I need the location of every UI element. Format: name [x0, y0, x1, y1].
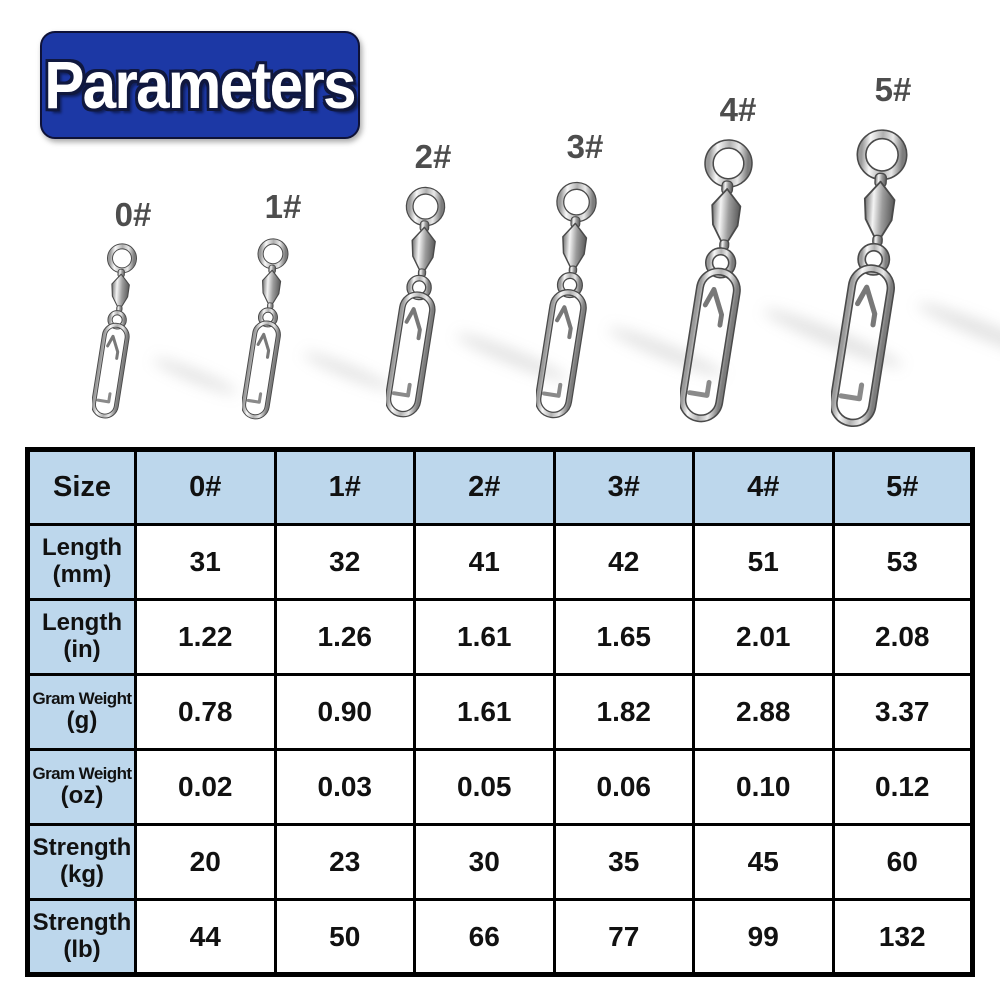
row-label-line2: (mm)	[52, 561, 112, 588]
table-cell: 1.82	[552, 673, 695, 751]
product-shadow	[151, 353, 239, 399]
product-size-label-1: 1#	[264, 188, 302, 225]
row-label-line1: Length	[42, 609, 122, 637]
row-label-strength-kg: Strength (kg)	[26, 823, 137, 901]
table-cell: 30	[413, 823, 556, 901]
table-cell: 1.26	[273, 598, 416, 676]
row-label-line1: Strength	[32, 834, 132, 862]
table-cell: 0.03	[273, 748, 416, 826]
row-label-line2: (oz)	[60, 782, 104, 810]
table-cell: 45	[692, 823, 835, 901]
table-cell: 0.05	[413, 748, 556, 826]
table-row-length-mm: Length (mm) 31 32 41 42 51 53	[26, 523, 974, 601]
table-cell: 53	[831, 523, 974, 601]
table-cell: 44	[134, 898, 277, 976]
row-label-weight-oz: Gram Weight (oz)	[26, 748, 137, 826]
table-cell: 2.01	[692, 598, 835, 676]
table-cell: 31	[134, 523, 277, 601]
row-label-line1: Strength	[32, 908, 132, 936]
table-cell: 35	[552, 823, 695, 901]
table-cell: 0.10	[692, 748, 835, 826]
table-cell: 66	[413, 898, 556, 976]
product-size-label-4: 4#	[719, 91, 757, 128]
product-size-label-3: 3#	[566, 128, 604, 165]
row-label-strength-lb: Strength (lb)	[26, 898, 137, 976]
table-row-length-in: Length (in) 1.22 1.26 1.61 1.65 2.01 2.0…	[26, 598, 974, 676]
table-cell: 42	[552, 523, 695, 601]
table-cell: 2.08	[831, 598, 974, 676]
product-shadow	[301, 347, 394, 395]
table-cell: 1.61	[413, 673, 556, 751]
table-cell: 41	[413, 523, 556, 601]
row-label-length-mm: Length (mm)	[26, 523, 137, 601]
table-cell: 1.61	[413, 598, 556, 676]
table-cell: 3.37	[831, 673, 974, 751]
table-header-5: 5#	[831, 448, 974, 526]
table-row-strength-lb: Strength (lb) 44 50 66 77 99 132	[26, 898, 974, 976]
row-label-line2: (in)	[63, 636, 101, 663]
table-row-strength-kg: Strength (kg) 20 23 30 35 45 60	[26, 823, 974, 901]
product-size-label-0: 0#	[114, 196, 152, 233]
swivel-snap-image-5	[831, 127, 933, 433]
row-label-line1: Gram Weight	[32, 764, 132, 784]
row-label-line1: Gram Weight	[32, 689, 132, 709]
table-cell: 50	[273, 898, 416, 976]
table-row-weight-oz: Gram Weight (oz) 0.02 0.03 0.05 0.06 0.1…	[26, 748, 974, 826]
table-cell: 0.06	[552, 748, 695, 826]
spec-table: Size 0# 1# 2# 3# 4# 5# Length (mm) 31 32…	[25, 447, 975, 977]
swivel-snap-image-0	[92, 242, 152, 422]
row-label-line1: Length	[42, 534, 122, 562]
table-cell: 0.90	[273, 673, 416, 751]
table-cell: 0.78	[134, 673, 277, 751]
table-header-1: 1#	[273, 448, 416, 526]
parameters-title: Parameters	[44, 47, 357, 123]
product-size-label-2: 2#	[414, 138, 452, 175]
table-cell: 20	[134, 823, 277, 901]
table-cell: 2.88	[692, 673, 835, 751]
table-cell: 60	[831, 823, 974, 901]
table-header-4: 4#	[692, 448, 835, 526]
table-cell: 0.12	[831, 748, 974, 826]
table-cell: 0.02	[134, 748, 277, 826]
product-size-label-5: 5#	[874, 71, 912, 108]
swivel-snap-image-4	[680, 137, 777, 428]
swivel-snap-image-2	[386, 185, 465, 422]
row-label-line2: (g)	[66, 707, 98, 735]
table-cell: 32	[273, 523, 416, 601]
row-label-line2: (kg)	[60, 861, 104, 888]
parameters-title-box: Parameters	[40, 31, 360, 139]
swivel-snap-image-3	[536, 180, 617, 423]
table-row-weight-g: Gram Weight (g) 0.78 0.90 1.61 1.82 2.88…	[26, 673, 974, 751]
table-cell: 1.65	[552, 598, 695, 676]
table-header-0: 0#	[134, 448, 277, 526]
swivel-snap-image-1	[242, 237, 304, 423]
table-cell: 1.22	[134, 598, 277, 676]
table-header-2: 2#	[413, 448, 556, 526]
table-cell: 51	[692, 523, 835, 601]
table-header-row: Size 0# 1# 2# 3# 4# 5#	[26, 448, 974, 526]
table-header-size: Size	[26, 448, 137, 526]
table-header-3: 3#	[552, 448, 695, 526]
row-label-weight-g: Gram Weight (g)	[26, 673, 137, 751]
row-label-line2: (lb)	[63, 935, 101, 963]
row-label-length-in: Length (in)	[26, 598, 137, 676]
table-cell: 132	[831, 898, 974, 976]
table-cell: 23	[273, 823, 416, 901]
table-cell: 77	[552, 898, 695, 976]
table-cell: 99	[692, 898, 835, 976]
